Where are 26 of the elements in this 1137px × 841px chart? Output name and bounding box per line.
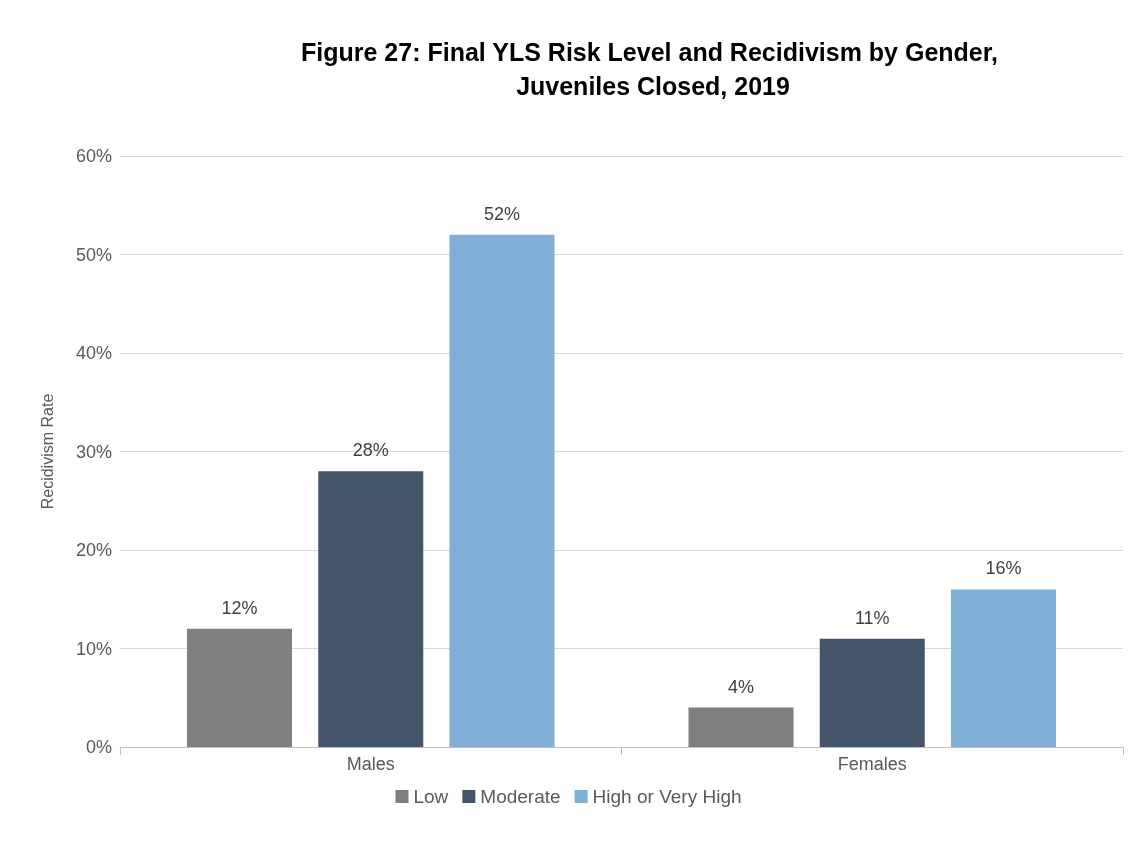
- bar: [318, 471, 424, 747]
- x-tick-label: Females: [837, 754, 907, 774]
- legend-label: Moderate: [480, 786, 561, 807]
- bar: [951, 589, 1056, 747]
- data-label: 28%: [352, 440, 389, 461]
- y-tick-label: 60%: [75, 146, 112, 166]
- bar: [688, 707, 794, 747]
- y-tick-label: 40%: [75, 343, 112, 363]
- y-axis-title: Recidivism Rate: [38, 393, 56, 510]
- bar: [187, 628, 292, 747]
- bar: [449, 234, 555, 747]
- data-label: 12%: [221, 597, 258, 618]
- bar: [819, 638, 925, 747]
- legend-label: High or Very High: [592, 786, 742, 807]
- data-label: 16%: [985, 558, 1022, 579]
- chart-title: Figure 27: Final YLS Risk Level and Recidivism by Gender, Juveniles Closed, 2019: [301, 38, 1005, 100]
- legend-label: Low: [413, 786, 449, 807]
- y-tick-label: 30%: [75, 441, 112, 462]
- data-label: 11%: [854, 607, 890, 628]
- data-label: 4%: [727, 676, 755, 697]
- y-tick-label: 10%: [75, 638, 112, 659]
- y-tick-label: 20%: [75, 540, 112, 560]
- x-tick-label: Males: [346, 754, 395, 774]
- data-label: 52%: [483, 203, 521, 224]
- y-tick-label: 0%: [85, 737, 112, 757]
- y-tick-label: 50%: [75, 244, 112, 265]
